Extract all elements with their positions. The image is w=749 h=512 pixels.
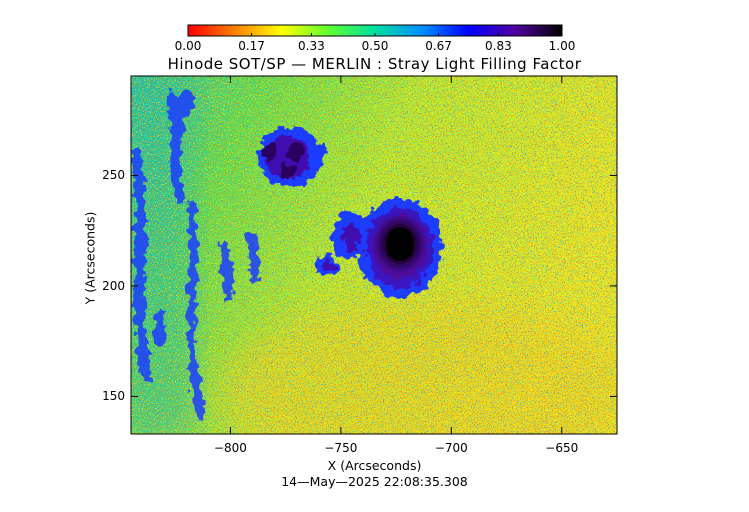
colorbar-tick-label: 0.67: [425, 39, 452, 53]
x-axis-label: X (Arcseconds): [327, 458, 422, 473]
colorbar-tick-label: 1.00: [548, 39, 576, 53]
colorbar-tick-label: 0.33: [298, 39, 325, 53]
x-tick-label: −750: [324, 441, 358, 455]
y-tick-label: 200: [102, 278, 125, 293]
spot-cluster-upper: [258, 127, 330, 187]
y-axis-label: Y (Arcseconds): [82, 211, 98, 305]
x-tick-label: −700: [434, 441, 468, 455]
blue-streaks: [132, 91, 260, 422]
x-axis-ticks: [229, 76, 563, 434]
sunspot-main: [358, 198, 442, 298]
spot-cluster-middle: [314, 211, 368, 276]
plot-title: Hinode SOT/SP — MERLIN : Stray Light Fil…: [167, 55, 582, 73]
colorbar-tick-label: 0.83: [485, 39, 512, 53]
y-axis-ticks: [131, 174, 617, 397]
x-tick-label: −650: [545, 441, 579, 455]
x-tick-label: −800: [213, 441, 247, 455]
colorbar-tick-label: 0.50: [361, 39, 389, 53]
colorbar: [187, 24, 563, 37]
y-tick-label: 150: [102, 389, 125, 404]
colorbar-tick-label: 0.00: [174, 39, 202, 53]
y-tick-label: 250: [102, 168, 125, 183]
plot-frame: [130, 75, 618, 435]
colorbar-tick-label: 0.17: [238, 39, 265, 53]
timestamp: 14—May—2025 22:08:35.308: [281, 474, 468, 489]
filling-factor-map: [131, 76, 617, 434]
colorbar-ticks: [187, 33, 563, 36]
